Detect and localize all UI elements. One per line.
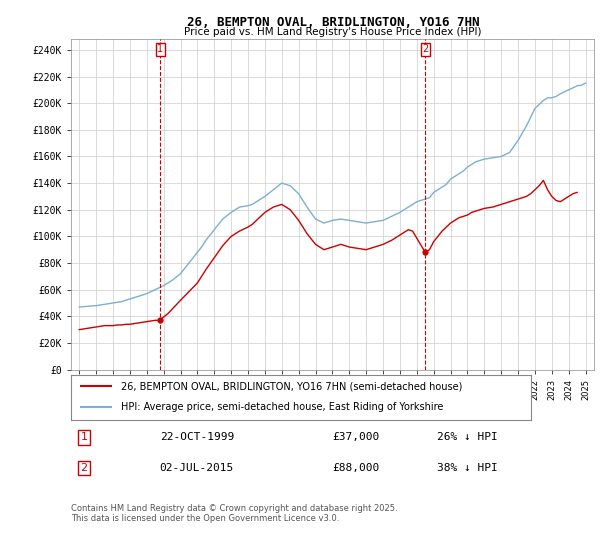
Text: HPI: Average price, semi-detached house, East Riding of Yorkshire: HPI: Average price, semi-detached house,… (121, 403, 444, 413)
Text: 2: 2 (80, 463, 88, 473)
Text: 2: 2 (422, 44, 428, 54)
Text: £37,000: £37,000 (332, 432, 380, 442)
Text: £88,000: £88,000 (332, 463, 380, 473)
Text: 22-OCT-1999: 22-OCT-1999 (160, 432, 234, 442)
Text: 26% ↓ HPI: 26% ↓ HPI (437, 432, 497, 442)
Text: 26, BEMPTON OVAL, BRIDLINGTON, YO16 7HN: 26, BEMPTON OVAL, BRIDLINGTON, YO16 7HN (187, 16, 479, 29)
Text: 38% ↓ HPI: 38% ↓ HPI (437, 463, 497, 473)
Text: 1: 1 (157, 44, 163, 54)
Text: 26, BEMPTON OVAL, BRIDLINGTON, YO16 7HN (semi-detached house): 26, BEMPTON OVAL, BRIDLINGTON, YO16 7HN … (121, 381, 463, 391)
Text: 02-JUL-2015: 02-JUL-2015 (160, 463, 234, 473)
Text: Contains HM Land Registry data © Crown copyright and database right 2025.
This d: Contains HM Land Registry data © Crown c… (71, 504, 397, 524)
Text: 1: 1 (80, 432, 88, 442)
Text: Price paid vs. HM Land Registry's House Price Index (HPI): Price paid vs. HM Land Registry's House … (184, 27, 482, 37)
